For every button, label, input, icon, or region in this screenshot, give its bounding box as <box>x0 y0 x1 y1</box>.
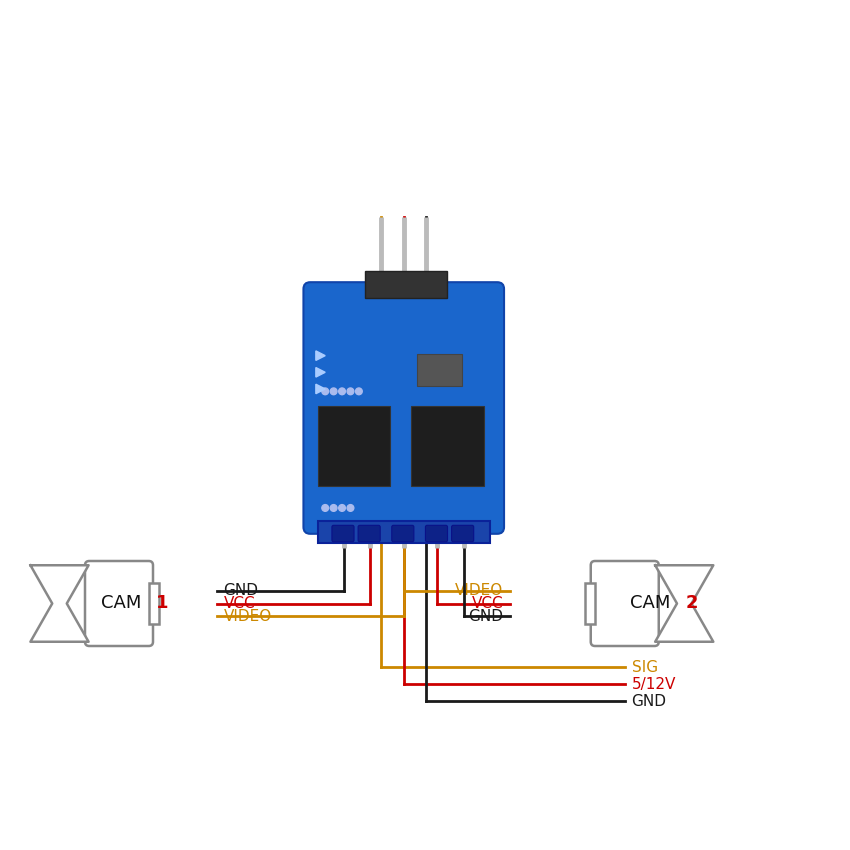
Text: GND: GND <box>224 583 258 598</box>
FancyBboxPatch shape <box>303 282 504 534</box>
Text: CAM: CAM <box>101 594 142 613</box>
FancyBboxPatch shape <box>392 525 414 541</box>
FancyBboxPatch shape <box>585 583 595 624</box>
Polygon shape <box>655 565 713 642</box>
FancyBboxPatch shape <box>149 583 159 624</box>
Text: VCC: VCC <box>472 596 503 611</box>
FancyBboxPatch shape <box>365 270 446 298</box>
Polygon shape <box>316 367 326 377</box>
Circle shape <box>338 505 345 512</box>
Polygon shape <box>316 384 326 394</box>
FancyBboxPatch shape <box>332 525 354 541</box>
Text: VIDEO: VIDEO <box>455 583 503 598</box>
FancyBboxPatch shape <box>358 525 380 541</box>
Circle shape <box>331 505 337 512</box>
Text: CAM: CAM <box>630 594 671 613</box>
Circle shape <box>347 388 354 394</box>
Polygon shape <box>31 565 88 642</box>
Text: 2: 2 <box>686 594 698 613</box>
Circle shape <box>355 388 362 394</box>
FancyBboxPatch shape <box>591 561 659 646</box>
FancyBboxPatch shape <box>425 525 447 541</box>
Circle shape <box>331 388 337 394</box>
Polygon shape <box>316 351 326 360</box>
Circle shape <box>322 388 329 394</box>
Circle shape <box>347 505 354 512</box>
Text: GND: GND <box>468 609 503 624</box>
Text: SIG: SIG <box>632 660 658 675</box>
FancyBboxPatch shape <box>318 520 490 543</box>
FancyBboxPatch shape <box>411 406 484 486</box>
FancyBboxPatch shape <box>85 561 153 646</box>
Circle shape <box>322 505 329 512</box>
Circle shape <box>338 388 345 394</box>
Text: VIDEO: VIDEO <box>224 609 272 624</box>
Text: 5/12V: 5/12V <box>632 677 676 692</box>
Text: VCC: VCC <box>224 596 255 611</box>
Text: GND: GND <box>632 694 666 709</box>
Text: 1: 1 <box>156 594 168 613</box>
FancyBboxPatch shape <box>318 406 390 486</box>
FancyBboxPatch shape <box>451 525 473 541</box>
FancyBboxPatch shape <box>417 354 462 386</box>
